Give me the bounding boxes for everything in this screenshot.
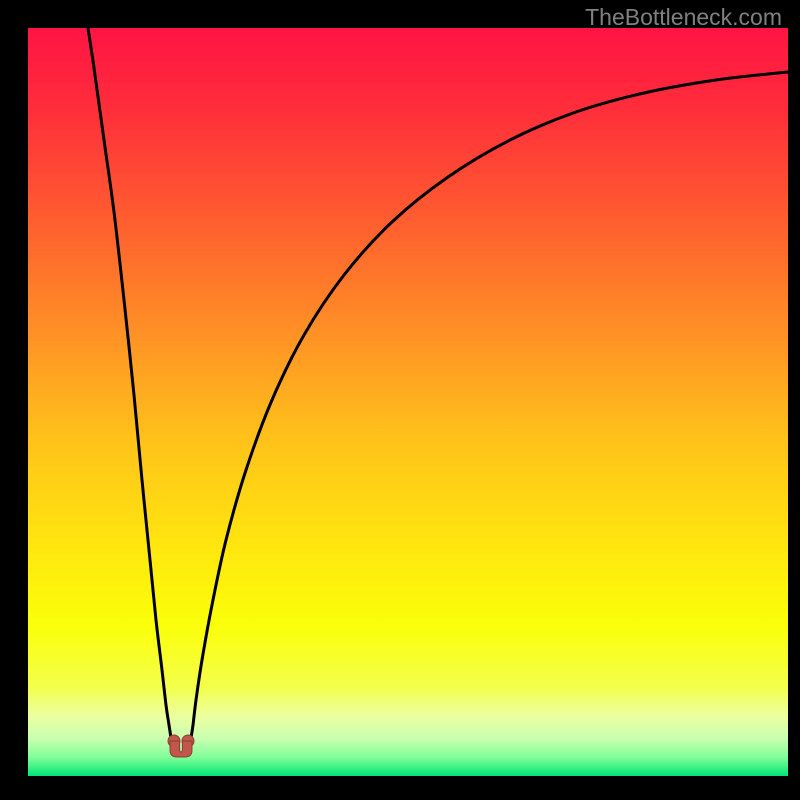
watermark-text: TheBottleneck.com <box>585 4 782 31</box>
chart-container: TheBottleneck.com <box>0 0 800 800</box>
bottleneck-chart <box>0 0 800 800</box>
